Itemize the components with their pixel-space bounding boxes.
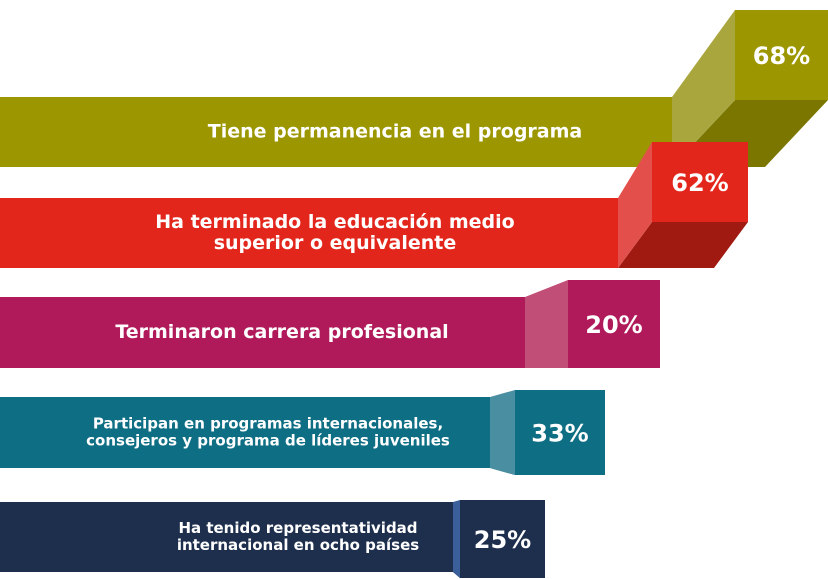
item-label: internacional en ocho países (177, 536, 419, 554)
value-label: 68% (753, 42, 810, 70)
bar (0, 297, 525, 368)
bar-side (453, 500, 460, 578)
value-box (460, 500, 545, 578)
bar-bottom (618, 222, 748, 268)
value-box (652, 142, 748, 222)
bar-side (618, 142, 652, 268)
bar-side (672, 10, 735, 167)
item-label: superior o equivalente (214, 232, 457, 254)
bar (0, 198, 618, 268)
value-box (735, 10, 828, 100)
value-label: 20% (585, 311, 642, 339)
bar (0, 397, 490, 468)
item-label: Participan en programas internacionales, (93, 415, 443, 433)
item-label: Terminaron carrera profesional (115, 321, 448, 343)
item-label: Ha tenido representatividad (178, 519, 417, 537)
value-box (568, 280, 660, 368)
value-label: 33% (531, 420, 588, 448)
item-label: Ha terminado la educación medio (155, 211, 514, 233)
bar-side (525, 280, 568, 368)
item-label: consejeros y programa de líderes juvenil… (86, 432, 450, 450)
value-label: 62% (671, 169, 728, 197)
item-label: Tiene permanencia en el programa (208, 121, 583, 143)
bar (0, 502, 453, 572)
bar (0, 97, 672, 167)
bar-side (490, 390, 515, 475)
value-label: 25% (474, 526, 531, 554)
value-box (515, 390, 605, 475)
